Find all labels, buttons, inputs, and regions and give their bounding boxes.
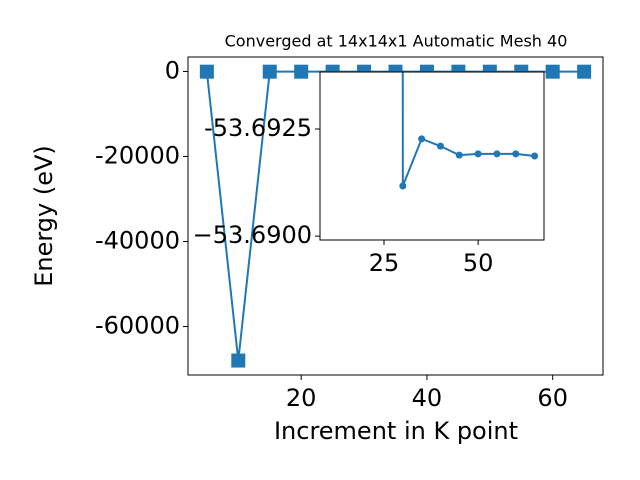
x-tick-label: 60 [537, 384, 568, 412]
marker [545, 64, 560, 79]
marker [531, 152, 539, 160]
x-tick-label: 40 [412, 384, 443, 412]
y-tick-label: -53.6925 [204, 114, 312, 142]
marker [474, 150, 482, 158]
axes-frame [187, 56, 604, 376]
x-axis-label: Increment in K point [274, 417, 518, 445]
marker [455, 151, 463, 159]
marker [262, 64, 277, 79]
x-tick-label: 25 [369, 249, 400, 277]
marker [399, 182, 407, 190]
x-tick-label: 50 [463, 249, 494, 277]
y-tick-label: -60000 [95, 312, 180, 340]
y-tick-label: -40000 [95, 227, 180, 255]
marker [577, 64, 592, 79]
y-tick-label: 0 [165, 56, 180, 84]
y-tick-label: -20000 [95, 141, 180, 169]
y-axis-label: Energy (eV) [30, 145, 58, 287]
chart-title: Converged at 14x14x1 Automatic Mesh 40 [225, 32, 568, 51]
marker [231, 353, 246, 368]
marker [493, 150, 501, 158]
inset-background [320, 72, 544, 240]
y-tick-label: −53.6900 [193, 221, 312, 249]
plot-area [399, 72, 539, 190]
marker [418, 135, 426, 143]
axes-frame [319, 71, 545, 241]
x-tick-label: 20 [286, 384, 317, 412]
marker [512, 150, 520, 158]
marker [294, 64, 309, 79]
marker [199, 64, 214, 79]
marker [436, 142, 444, 150]
